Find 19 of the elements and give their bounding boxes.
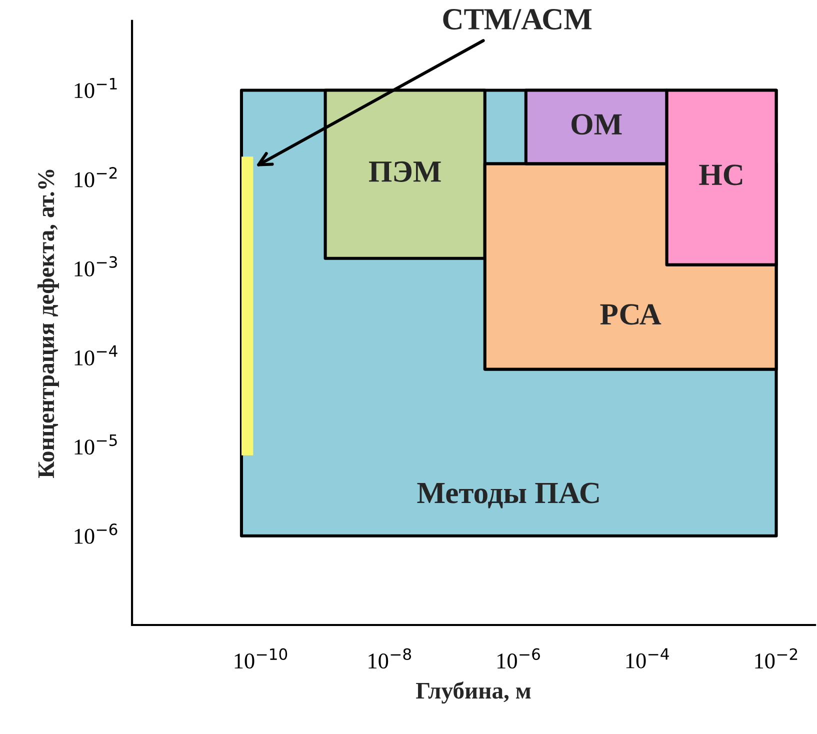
series-label: Методы ПАС: [417, 482, 599, 508]
y-tick-label: 10$^{−2}$: [74, 167, 117, 188]
x-tick-label: 10$^{−4}$: [626, 648, 669, 668]
series-label: ОМ: [572, 114, 622, 135]
y-tick-label: 10$^{−6}$: [74, 524, 118, 544]
x-tick-label: 10$^{−10}$: [234, 648, 288, 669]
x-tick-label: 10$^{−6}$: [498, 648, 540, 669]
y-tick-label: 10$^{−4}$: [74, 345, 118, 366]
y-tick-label: 10$^{−5}$: [74, 434, 117, 455]
series-label: НС: [699, 164, 742, 186]
y-axis-title: Концентрация дефекта, ат.%: [38, 170, 59, 478]
x-tick-label: 10$^{−8}$: [368, 648, 412, 669]
x-tick-label: 10$^{−2}$: [755, 648, 798, 669]
y-tick-label: 10$^{−3}$: [74, 256, 117, 276]
x-axis-title: Глубина, м: [416, 682, 531, 704]
series-label: ПЭМ: [369, 161, 441, 182]
annotation: СТМ/АСМ: [443, 9, 592, 30]
y-tick-label: 10$^{−1}$: [74, 78, 117, 98]
series-label: РСА: [600, 304, 662, 325]
